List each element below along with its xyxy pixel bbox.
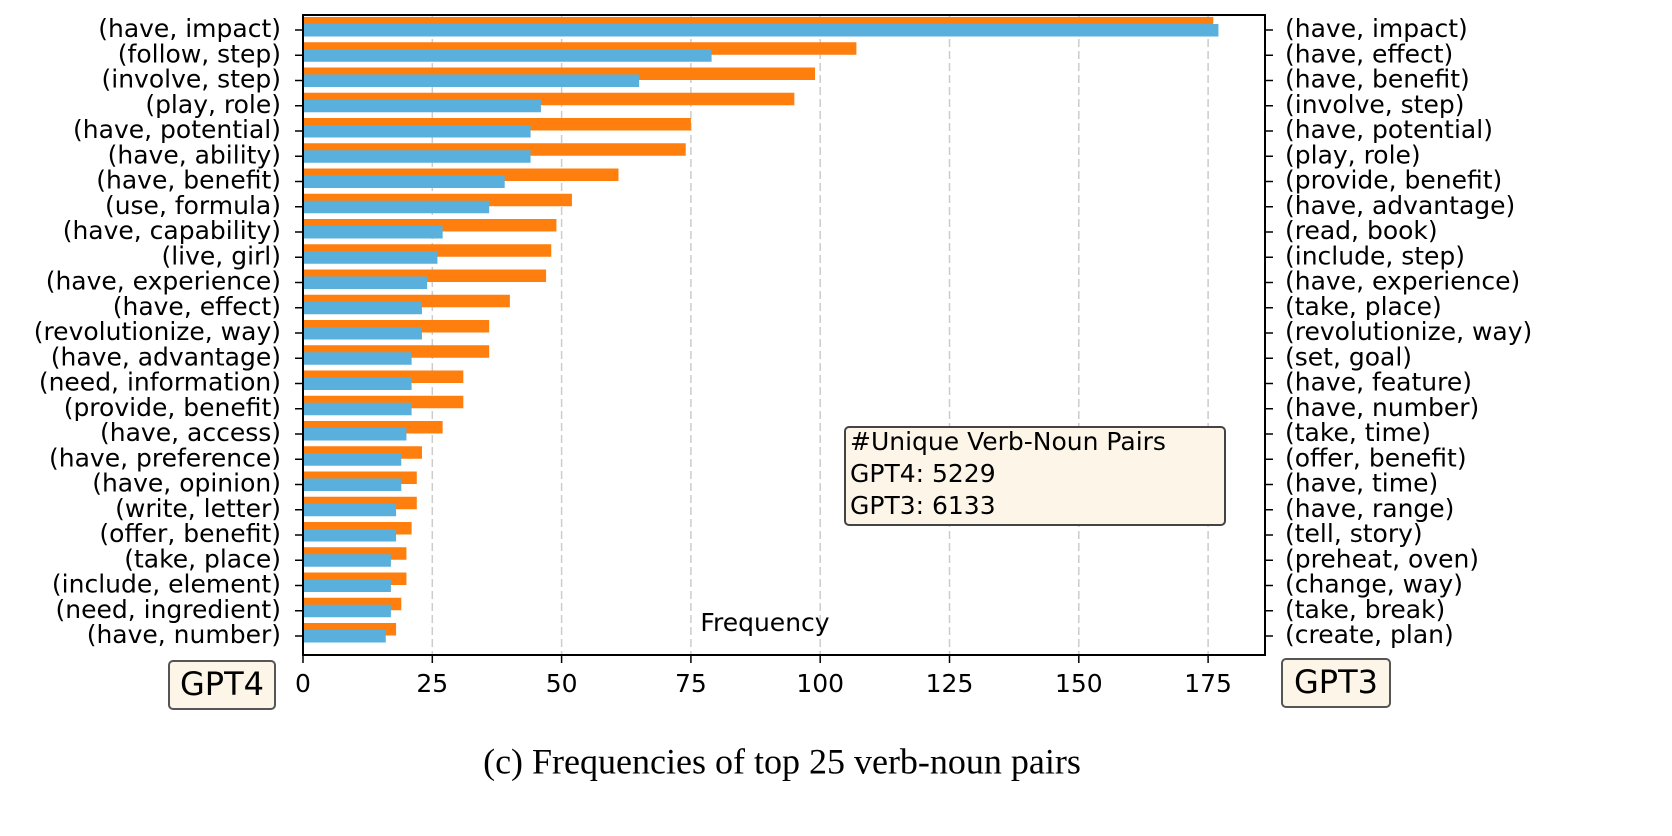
y-tick-label: (have, number) (87, 620, 281, 649)
x-axis-label: Frequency (700, 608, 829, 637)
bar (303, 200, 490, 214)
y-tick-label: (take, time) (1285, 418, 1431, 447)
x-tick-label: 25 (416, 669, 448, 698)
bar (303, 579, 391, 592)
y-tick-label: (have, number) (1285, 393, 1479, 422)
y-tick-label: (need, information) (39, 368, 281, 397)
bar (303, 327, 422, 340)
y-tick-label: (have, potential) (1285, 115, 1493, 144)
y-tick-label: (involve, step) (102, 65, 281, 94)
x-tick-label: 175 (1184, 669, 1232, 698)
bar (303, 175, 505, 188)
bar (303, 529, 397, 542)
y-tick-label: (have, advantage) (51, 342, 281, 371)
annotation: #Unique Verb-Noun Pairs (850, 427, 1166, 456)
y-tick-label: (include, step) (1285, 241, 1465, 270)
y-tick-label: (take, place) (124, 544, 281, 573)
y-tick-label: (take, break) (1285, 595, 1445, 624)
y-tick-label: (have, range) (1285, 494, 1454, 523)
y-tick-label: (have, impact) (1285, 14, 1468, 43)
y-tick-label: (have, effect) (113, 292, 281, 321)
y-tick-label: (have, impact) (98, 14, 281, 43)
annotation-box (844, 426, 1226, 526)
legend-box (1281, 658, 1391, 708)
y-tick-label: (have, potential) (73, 115, 281, 144)
x-tick-label: 50 (546, 669, 578, 698)
bar (303, 99, 541, 113)
bar (303, 49, 712, 62)
bar (303, 377, 412, 390)
y-tick-label: (include, element) (52, 570, 281, 599)
y-tick-label: (have, access) (100, 418, 281, 447)
bar (303, 301, 422, 315)
bar (303, 630, 386, 643)
y-tick-label: (need, ingredient) (56, 595, 282, 624)
bar (303, 478, 402, 491)
y-tick-label: (play, role) (145, 90, 281, 119)
y-tick-label: (use, formula) (105, 191, 281, 220)
y-tick-label: (offer, benefit) (99, 519, 281, 548)
y-tick-label: (tell, story) (1285, 519, 1423, 548)
y-tick-label: (write, letter) (115, 494, 281, 523)
y-tick-label: (have, experience) (46, 267, 281, 296)
axes-frame (302, 14, 1266, 656)
y-tick-label: (live, girl) (161, 241, 281, 270)
y-tick-label: (have, time) (1285, 469, 1438, 498)
bar (303, 428, 407, 441)
y-tick-label: (have, ability) (108, 140, 281, 169)
y-tick-label: (follow, step) (118, 39, 281, 68)
bar (303, 226, 443, 239)
bar (303, 125, 531, 138)
y-tick-label: (have, benefit) (1285, 65, 1470, 94)
y-tick-label: (change, way) (1285, 570, 1463, 599)
y-tick-label: (revolutionize, way) (34, 317, 281, 346)
bar (303, 24, 1219, 37)
bar (303, 276, 428, 289)
legend-box (168, 660, 276, 710)
y-tick-label: (take, place) (1285, 292, 1442, 321)
bar (303, 150, 531, 163)
y-tick-label: (have, benefit) (96, 166, 281, 195)
caption: (c) Frequencies of top 25 verb-noun pair… (483, 741, 1081, 781)
bar (303, 74, 640, 87)
bar (303, 503, 397, 517)
bar (303, 554, 391, 567)
y-tick-label: (read, book) (1285, 216, 1438, 245)
y-tick-label: (offer, benefit) (1285, 443, 1467, 472)
x-tick-label: 125 (926, 669, 974, 698)
bar (303, 352, 412, 365)
bar (303, 604, 391, 618)
y-tick-label: (preheat, oven) (1285, 544, 1479, 573)
y-tick-label: (have, preference) (49, 443, 281, 472)
bar (303, 453, 402, 466)
y-tick-label: (have, feature) (1285, 368, 1472, 397)
y-tick-label: (set, goal) (1285, 342, 1412, 371)
legend-label: GPT4 (180, 665, 264, 703)
x-tick-label: 100 (796, 669, 844, 698)
x-tick-label: 75 (675, 669, 707, 698)
y-tick-label: (have, capability) (63, 216, 281, 245)
y-tick-label: (provide, benefit) (64, 393, 281, 422)
y-tick-label: (have, advantage) (1285, 191, 1515, 220)
bar (303, 402, 412, 416)
x-tick-label: 0 (295, 669, 311, 698)
y-tick-label: (play, role) (1285, 140, 1421, 169)
annotation: GPT4: 5229 (850, 459, 996, 488)
y-tick-label: (create, plan) (1285, 620, 1454, 649)
legend-label: GPT3 (1294, 663, 1378, 701)
y-tick-label: (have, opinion) (92, 469, 281, 498)
y-tick-label: (provide, benefit) (1285, 166, 1502, 195)
y-tick-label: (revolutionize, way) (1285, 317, 1532, 346)
y-tick-label: (have, experience) (1285, 267, 1520, 296)
x-tick-label: 150 (1055, 669, 1103, 698)
bar (303, 251, 438, 264)
annotation: GPT3: 6133 (850, 491, 996, 520)
y-tick-label: (have, effect) (1285, 39, 1453, 68)
y-tick-label: (involve, step) (1285, 90, 1464, 119)
